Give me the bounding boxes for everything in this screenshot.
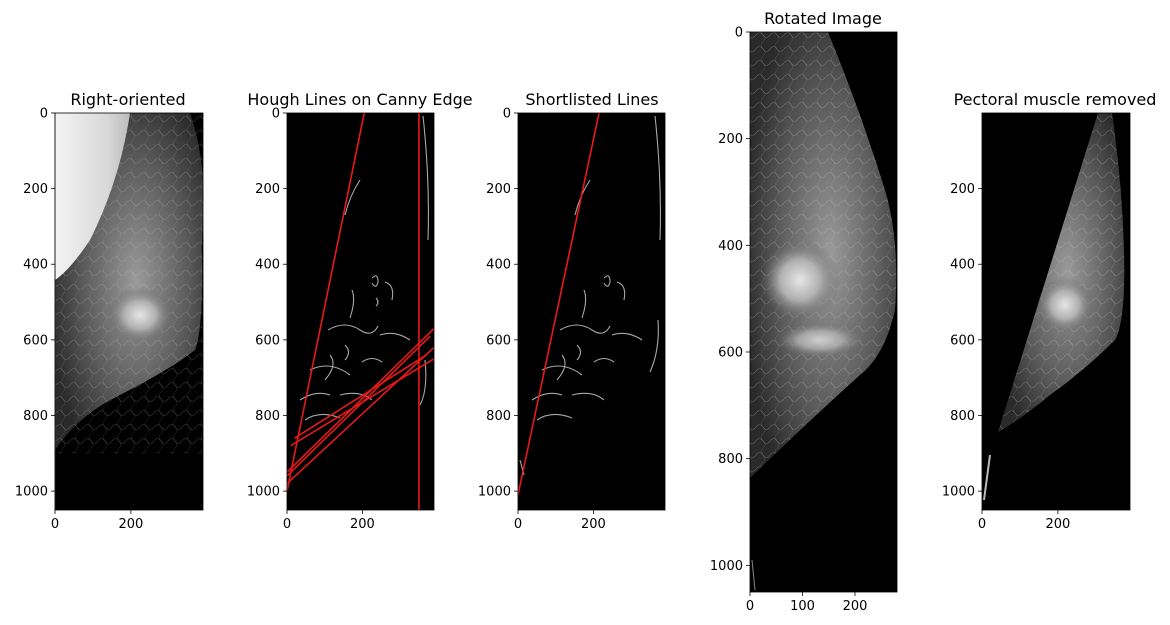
panel-title-3: Shortlisted Lines <box>525 90 658 109</box>
hough-lines <box>286 112 435 510</box>
x-tick-label: 0 <box>514 517 522 532</box>
y-tick-label: 400 <box>486 258 511 273</box>
axes-frame-3 <box>517 112 666 511</box>
axes-frame-4 <box>749 31 898 593</box>
axes-frame-2 <box>286 112 435 511</box>
axes-frame-5 <box>981 112 1131 511</box>
y-tick-label: 200 <box>255 182 280 197</box>
y-tick-label: 1000 <box>247 485 280 500</box>
hough-line-2 <box>286 327 435 473</box>
hough-line-0 <box>517 112 600 496</box>
y-tick-label: 0 <box>40 107 48 122</box>
x-tick-label: 0 <box>51 517 59 532</box>
panel-4-image <box>750 32 897 592</box>
y-tick-label: 600 <box>486 333 511 348</box>
panel-title-5: Pectoral muscle removed <box>954 90 1157 109</box>
hough-line-6 <box>294 354 427 439</box>
y-tick-label: 600 <box>718 346 743 361</box>
y-tick-label: 1000 <box>942 485 975 500</box>
hough-line-0 <box>286 112 366 492</box>
panel-title-2: Hough Lines on Canny Edge <box>247 90 472 109</box>
y-tick-label: 200 <box>23 182 48 197</box>
y-tick-label: 400 <box>950 258 975 273</box>
y-tick-label: 400 <box>23 258 48 273</box>
shortlisted-lines <box>517 112 600 496</box>
y-tick-label: 400 <box>255 258 280 273</box>
y-tick-label: 800 <box>718 452 743 467</box>
y-tick-label: 800 <box>23 409 48 424</box>
y-tick-label: 0 <box>272 107 280 122</box>
panel-2-image <box>286 112 435 510</box>
y-tick-label: 400 <box>718 239 743 254</box>
x-tick-label: 200 <box>581 517 606 532</box>
y-tick-label: 800 <box>486 409 511 424</box>
y-tick-label: 800 <box>255 409 280 424</box>
panel-1-image <box>54 113 204 510</box>
y-tick-label: 200 <box>486 182 511 197</box>
panel-5-image <box>982 113 1130 510</box>
panel-title-4: Rotated Image <box>764 9 882 28</box>
y-tick-label: 0 <box>735 26 743 41</box>
x-tick-label: 0 <box>283 517 291 532</box>
y-tick-label: 1000 <box>710 559 743 574</box>
y-tick-label: 600 <box>255 333 280 348</box>
y-tick-label: 200 <box>950 182 975 197</box>
y-tick-label: 1000 <box>478 485 511 500</box>
x-tick-label: 200 <box>843 599 868 614</box>
panel-3-image <box>517 112 665 510</box>
x-tick-label: 200 <box>1045 517 1070 532</box>
y-tick-label: 1000 <box>15 485 48 500</box>
axes-frame-1 <box>54 112 204 511</box>
hough-line-3 <box>286 346 435 485</box>
y-tick-label: 800 <box>950 409 975 424</box>
hough-line-5 <box>286 335 431 477</box>
panel-title-1: Right-oriented <box>70 90 185 109</box>
x-tick-label: 100 <box>790 599 815 614</box>
x-tick-label: 0 <box>978 517 986 532</box>
y-tick-label: 200 <box>718 132 743 147</box>
x-tick-label: 0 <box>746 599 754 614</box>
y-tick-label: 0 <box>503 107 511 122</box>
x-tick-label: 200 <box>350 517 375 532</box>
y-tick-label: 600 <box>23 333 48 348</box>
x-tick-label: 200 <box>118 517 143 532</box>
y-tick-label: 600 <box>950 333 975 348</box>
